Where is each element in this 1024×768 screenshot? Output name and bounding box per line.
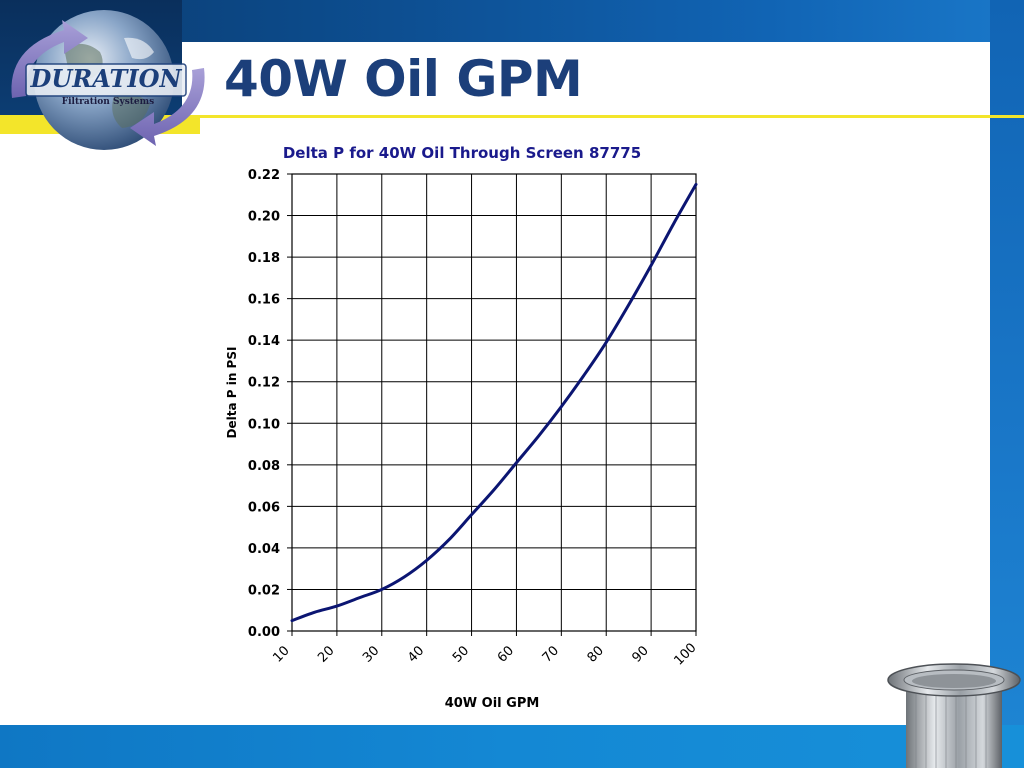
- logo-brand-text: DURATION: [30, 64, 183, 93]
- arrow-shape-right: [130, 68, 205, 146]
- chart-title: Delta P for 40W Oil Through Screen 87775: [283, 144, 641, 162]
- x-axis-label: 40W Oil GPM: [445, 696, 540, 711]
- plot-frame: [291, 173, 697, 632]
- x-tick-label: 70: [540, 643, 562, 665]
- x-tick-label: 40: [405, 643, 427, 665]
- chart-series: [290, 182, 698, 623]
- x-tick-label: 60: [495, 643, 517, 665]
- right-frame-band: [990, 0, 1024, 768]
- logo-tagline-text: Filtration Systems: [62, 97, 154, 107]
- y-tick-label: 0.18: [248, 251, 280, 266]
- y-axis-ticks: 0.00 0.02 0.04 0.06 0.08 0.10 0.12 0.14 0.16 0.18…: [248, 168, 292, 640]
- y-tick-label: 0.00: [248, 625, 280, 640]
- x-tick-label: 50: [450, 643, 472, 665]
- yellow-divider-line: [195, 115, 1024, 118]
- y-tick-label: 0.16: [248, 293, 280, 308]
- x-tick-label: 10: [270, 643, 292, 665]
- y-axis-label: Delta P in PSI: [225, 347, 239, 439]
- y-tick-label: 0.04: [248, 542, 280, 557]
- y-tick-label: 0.12: [248, 376, 280, 391]
- y-tick-label: 0.02: [248, 583, 280, 598]
- x-tick-label: 30: [360, 643, 382, 665]
- cylindrical-screen-filter-icon: [887, 663, 1021, 768]
- slide-panel: [0, 42, 990, 725]
- x-tick-label: 90: [629, 643, 651, 665]
- y-tick-label: 0.10: [248, 417, 280, 432]
- y-tick-label: 0.06: [248, 500, 280, 515]
- x-axis-ticks: 10 20 30 40 50 60 70 80 90 100: [270, 631, 700, 669]
- page-title: 40W Oil GPM: [224, 50, 583, 108]
- series-line: [290, 182, 698, 623]
- arrow-shape-left: [11, 20, 88, 98]
- x-tick-label: 20: [315, 643, 337, 665]
- y-tick-label: 0.08: [248, 459, 280, 474]
- footer-band: [0, 725, 1024, 768]
- x-tick-label: 100: [671, 640, 699, 668]
- earth-globe-arrow-icon: DURATION Filtration Systems: [11, 10, 205, 150]
- y-tick-label: 0.22: [248, 168, 280, 183]
- y-tick-label: 0.14: [248, 334, 280, 349]
- chart-grid: [291, 173, 697, 632]
- x-tick-label: 80: [585, 643, 607, 665]
- delta-p-chart: Delta P for 40W Oil Through Screen 87775…: [225, 144, 700, 711]
- y-tick-label: 0.20: [248, 210, 280, 225]
